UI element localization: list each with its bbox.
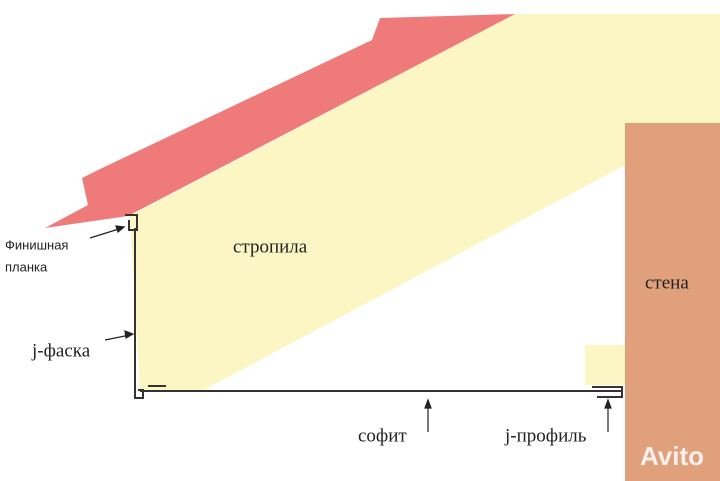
label: j-фаска — [31, 340, 91, 361]
trim-profile — [125, 214, 623, 399]
arrowhead — [424, 398, 432, 409]
label: Финишная — [5, 237, 68, 252]
wall — [625, 123, 720, 481]
rafter — [130, 14, 720, 392]
rafter-end — [585, 345, 627, 385]
finish-strip — [125, 214, 138, 231]
arrowhead — [115, 225, 126, 234]
label: планка — [5, 259, 48, 274]
arrowhead — [124, 330, 135, 339]
label: софит — [358, 425, 407, 446]
label: стропила — [233, 236, 308, 257]
watermark: Avito — [640, 441, 704, 471]
roof — [45, 14, 515, 228]
arrows — [89, 225, 612, 432]
j-profile — [592, 386, 623, 398]
label: стена — [645, 272, 689, 293]
label: j-профиль — [504, 425, 587, 446]
arrowhead — [604, 398, 612, 409]
